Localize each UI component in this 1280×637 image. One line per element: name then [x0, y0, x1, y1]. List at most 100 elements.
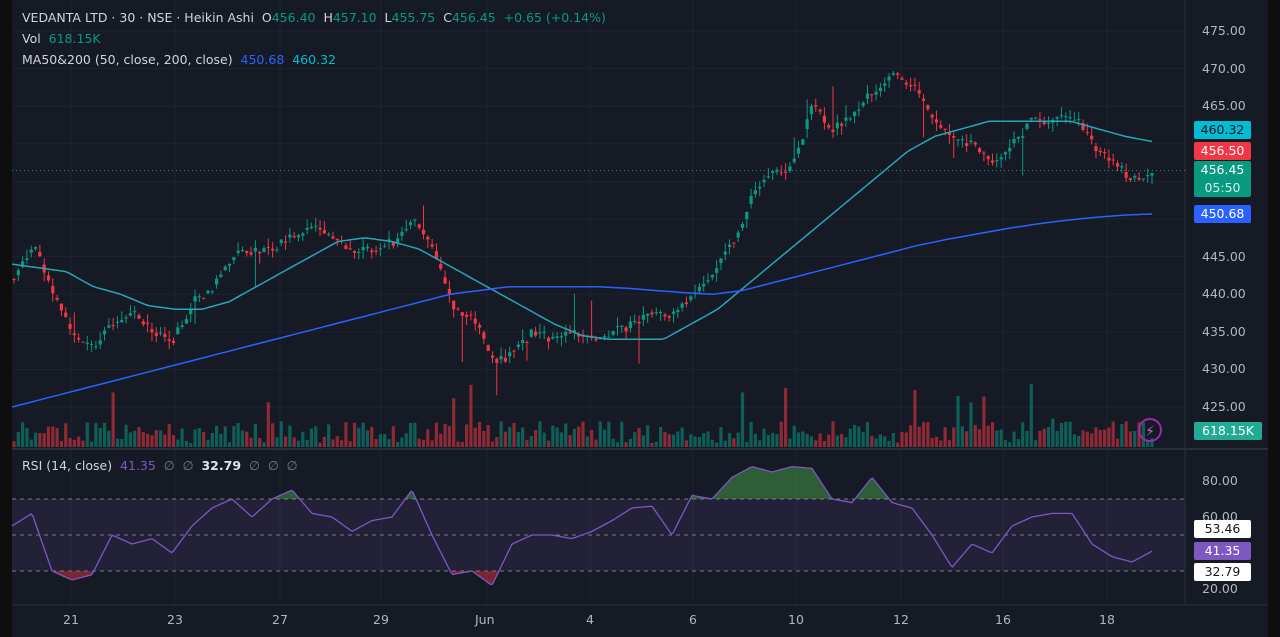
candle-body — [495, 358, 499, 363]
candle-body — [141, 321, 145, 325]
candle-body — [344, 245, 348, 250]
symbol-info[interactable]: VEDANTA LTD · 30 · NSE · Heikin Ashi — [22, 10, 254, 25]
bar-countdown: 05:50 — [1204, 180, 1241, 195]
volume-bar — [551, 425, 555, 447]
volume-bar — [909, 425, 913, 447]
volume-bar — [296, 440, 301, 447]
candle-body — [452, 300, 456, 310]
volume-bar — [887, 440, 891, 447]
volume-bar — [930, 438, 934, 447]
candle-body — [421, 229, 426, 235]
volume-bar — [874, 438, 878, 447]
volume-bar — [697, 437, 701, 447]
volume-bar — [279, 421, 283, 447]
volume-bar — [1111, 421, 1115, 447]
candle-body — [1102, 152, 1107, 154]
volume-legend[interactable]: Vol 618.15K — [22, 31, 101, 46]
volume-bar — [335, 436, 339, 447]
candle-body — [710, 274, 714, 278]
candle-body — [977, 148, 982, 153]
candle-body — [512, 350, 516, 352]
candle-body — [309, 227, 314, 229]
volume-bar — [1098, 429, 1102, 447]
volume-bar — [555, 427, 559, 447]
candle-body — [727, 244, 732, 248]
volume-bar — [947, 440, 952, 447]
volume-bar — [680, 427, 684, 447]
volume-bar — [1077, 435, 1081, 447]
ma50-line — [11, 120, 1153, 341]
volume-bar — [538, 421, 542, 447]
lightning-icon[interactable]: ⚡ — [1138, 418, 1162, 442]
volume-bar — [29, 439, 33, 447]
candle-body — [1128, 178, 1133, 180]
candle-body — [68, 323, 72, 329]
volume-bar — [835, 435, 839, 447]
volume-bar — [477, 421, 482, 447]
volume-bar — [715, 442, 719, 447]
candle-body — [852, 111, 857, 117]
volume-bar — [465, 424, 469, 447]
volume-bar — [227, 442, 232, 447]
candle-body — [551, 336, 555, 339]
volume-bar — [77, 436, 81, 447]
rsi-na: ∅ — [267, 458, 279, 473]
volume-bar — [128, 432, 132, 447]
candle-body — [352, 251, 357, 253]
candle-body — [697, 286, 701, 292]
volume-bar — [1042, 428, 1046, 447]
volume-bar — [572, 428, 576, 447]
last-price-red-tag: 456.50 — [1194, 142, 1251, 160]
low-label: L — [384, 10, 392, 25]
volume-bar — [758, 440, 762, 447]
candle-body — [814, 105, 818, 107]
volume-bar — [124, 424, 128, 447]
price-axis-label: 440.00 — [1202, 286, 1246, 302]
close-value: 456.45 — [451, 10, 496, 25]
volume-bar — [318, 442, 322, 447]
candle-body — [81, 341, 85, 343]
candle-body — [602, 336, 607, 338]
volume-bar — [115, 438, 120, 447]
volume-bar — [232, 426, 236, 447]
volume-bar — [1012, 431, 1016, 447]
candle-body — [719, 258, 723, 264]
candle-body — [426, 236, 430, 240]
candle-body — [1124, 171, 1128, 178]
candle-body — [818, 109, 822, 112]
ma-legend[interactable]: MA50&200 (50, close, 200, close) 450.68 … — [22, 52, 336, 67]
candle-body — [508, 352, 512, 357]
candle-body — [689, 296, 693, 300]
candle-body — [314, 225, 318, 227]
last-price-tag: 456.45 05:50 — [1194, 161, 1251, 197]
candle-body — [51, 286, 55, 294]
candle-body — [995, 160, 999, 162]
candle-body — [1085, 132, 1089, 134]
volume-bar — [508, 426, 512, 447]
volume-bar — [404, 433, 408, 447]
candle-body — [417, 224, 421, 228]
candle-body — [301, 233, 305, 236]
candle-body — [521, 340, 525, 344]
volume-bar — [400, 437, 404, 447]
change-value: +0.65 (+0.14%) — [503, 10, 606, 25]
candle-body — [197, 296, 201, 298]
volume-bar — [607, 421, 611, 447]
rsi-legend[interactable]: RSI (14, close) 41.35 ∅ ∅ 32.79 ∅ ∅ ∅ — [22, 458, 298, 473]
volume-bar — [137, 426, 141, 447]
volume-bar — [710, 439, 714, 447]
volume-bar — [564, 423, 568, 447]
volume-bar — [525, 439, 529, 447]
volume-bar — [16, 432, 20, 447]
high-label: H — [323, 10, 333, 25]
volume-bar — [796, 432, 801, 447]
candle-body — [844, 117, 848, 121]
rsi-upper-tag: 53.46 — [1194, 520, 1251, 538]
candle-body — [460, 312, 464, 316]
volume-bar — [283, 436, 288, 447]
candle-body — [38, 251, 42, 257]
candle-body — [939, 125, 943, 128]
volume-bar — [417, 438, 421, 447]
candle-body — [365, 246, 370, 249]
